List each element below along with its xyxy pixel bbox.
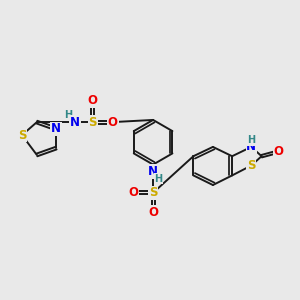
Text: N: N xyxy=(51,122,61,135)
Text: O: O xyxy=(108,116,118,129)
Text: O: O xyxy=(148,206,158,219)
Text: N: N xyxy=(70,116,80,129)
Text: S: S xyxy=(18,129,26,142)
Text: S: S xyxy=(88,116,97,129)
Text: H: H xyxy=(247,135,255,145)
Text: O: O xyxy=(88,94,98,107)
Text: N: N xyxy=(148,165,158,178)
Text: S: S xyxy=(247,159,256,172)
Text: O: O xyxy=(129,186,139,199)
Text: N: N xyxy=(246,140,256,153)
Text: H: H xyxy=(64,110,73,120)
Text: S: S xyxy=(149,186,157,199)
Text: O: O xyxy=(274,145,284,158)
Text: H: H xyxy=(154,173,163,184)
